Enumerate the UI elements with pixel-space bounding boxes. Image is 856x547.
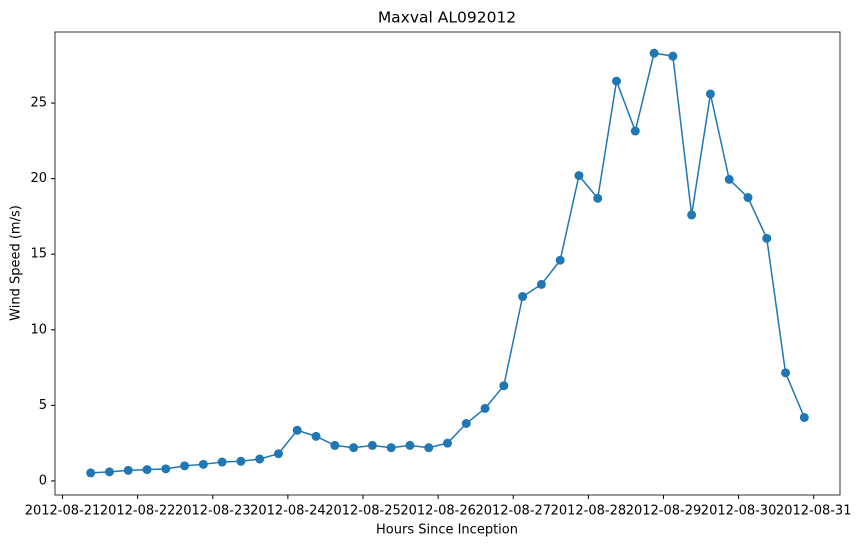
data-point <box>480 403 490 413</box>
x-tick-label: 2012-08-29 <box>626 504 702 519</box>
data-point <box>612 76 622 86</box>
data-point <box>367 440 377 450</box>
data-point <box>705 89 715 99</box>
x-tick-label: 2012-08-28 <box>551 504 627 519</box>
data-point <box>499 381 509 391</box>
data-point <box>161 464 171 474</box>
y-tick-label: 20 <box>30 171 47 186</box>
data-line <box>90 52 806 474</box>
data-point <box>217 457 227 467</box>
x-tick-label: 2012-08-25 <box>325 504 401 519</box>
x-tick-label: 2012-08-24 <box>250 504 326 519</box>
data-point <box>762 233 772 243</box>
y-tick-label: 5 <box>39 398 47 413</box>
data-point <box>724 174 734 184</box>
x-tick-label: 2012-08-27 <box>475 504 551 519</box>
y-axis-label: Wind Speed (m/s) <box>9 205 24 321</box>
data-point <box>743 193 753 203</box>
data-point <box>799 412 809 422</box>
y-tick-label: 10 <box>30 322 47 337</box>
data-point <box>273 449 283 459</box>
data-point <box>180 461 190 471</box>
data-point <box>198 459 208 469</box>
data-point <box>123 465 133 475</box>
data-point <box>461 419 471 429</box>
data-point <box>311 431 321 441</box>
data-point <box>574 171 584 181</box>
x-tick-label: 2012-08-23 <box>175 504 251 519</box>
plot-frame <box>54 31 841 496</box>
data-point <box>649 48 659 58</box>
data-point <box>443 438 452 448</box>
data-point <box>536 279 546 289</box>
x-tick-label: 2012-08-31 <box>776 504 852 519</box>
data-point <box>593 193 603 203</box>
data-point <box>630 126 640 136</box>
data-point <box>86 468 96 478</box>
chart-title: Maxval AL092012 <box>378 9 516 27</box>
data-point <box>781 368 791 378</box>
data-point <box>518 292 528 302</box>
x-axis-label: Hours Since Inception <box>376 523 518 538</box>
data-point <box>405 440 415 450</box>
data-point <box>255 454 265 464</box>
y-tick-label: 15 <box>30 247 47 262</box>
data-point <box>386 443 396 453</box>
data-point <box>687 210 697 220</box>
y-tick-label: 0 <box>39 473 47 488</box>
data-point <box>424 443 434 453</box>
data-point <box>142 465 152 475</box>
x-tick-label: 2012-08-22 <box>100 504 176 519</box>
data-point <box>292 425 302 435</box>
data-point <box>555 255 565 265</box>
x-tick-label: 2012-08-26 <box>400 504 476 519</box>
data-point <box>236 456 246 466</box>
x-tick-label: 2012-08-21 <box>25 504 101 519</box>
x-tick-label: 2012-08-30 <box>701 504 777 519</box>
data-point <box>330 440 340 450</box>
data-point <box>668 51 678 61</box>
y-tick-label: 25 <box>30 96 47 111</box>
data-point <box>349 443 359 453</box>
data-point <box>104 467 114 477</box>
